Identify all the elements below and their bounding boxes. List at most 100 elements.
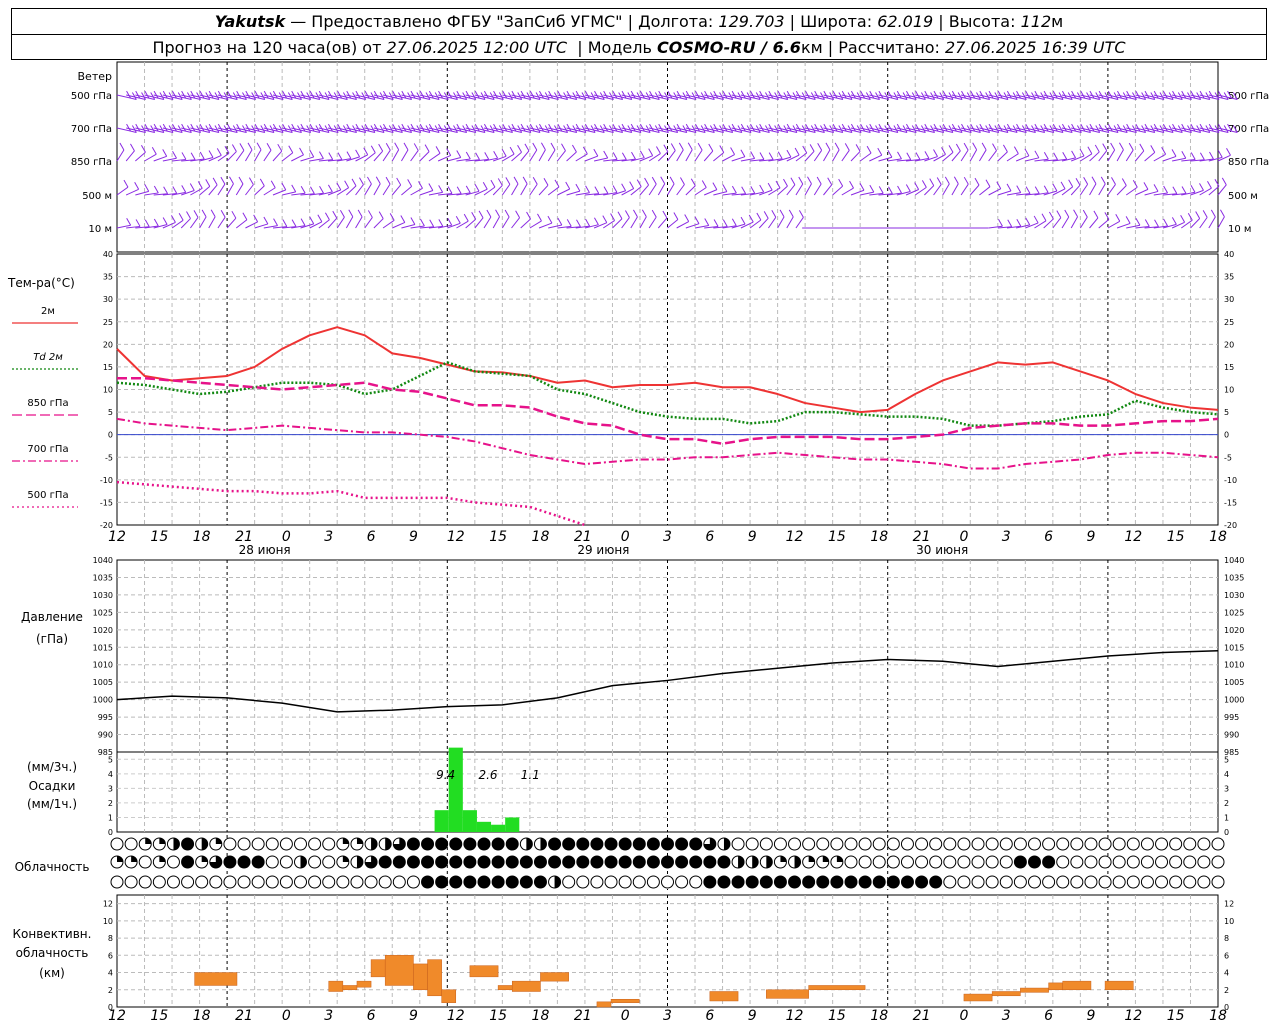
cloud-symbol-fill	[201, 856, 208, 862]
wind-barb-flag	[242, 92, 247, 100]
wind-barb	[566, 94, 587, 100]
wind-barb-flag	[774, 125, 780, 133]
wind-barb-flag	[337, 152, 343, 160]
wind-barb	[887, 127, 908, 133]
wind-barb-flag	[400, 215, 406, 223]
wind-barb-flag	[413, 143, 419, 151]
cloud-symbol	[689, 837, 703, 851]
wind-barb	[382, 94, 403, 100]
cloud-symbol	[1169, 855, 1183, 869]
wind-barb-flag	[731, 218, 737, 227]
cloud-symbol	[816, 875, 830, 889]
wind-barb-flag	[1016, 90, 1021, 99]
cloud-symbol	[985, 875, 999, 889]
wind-barb	[235, 183, 244, 196]
wind-barb	[896, 191, 911, 196]
cloud-symbol	[1126, 855, 1140, 869]
wind-barb	[813, 183, 822, 196]
wind-barb-flag	[1053, 152, 1059, 160]
wind-barb-flag	[309, 123, 315, 132]
cloud-symbol	[1126, 875, 1140, 889]
wind-barb-flag	[144, 123, 150, 132]
cloud-symbol	[590, 837, 604, 851]
x-hour-label-bottom: 12	[447, 1008, 465, 1024]
wind-barb	[135, 127, 155, 133]
wind-barb-flag	[1118, 142, 1124, 151]
wind-barb-flag	[897, 185, 902, 194]
cloud-symbol	[378, 855, 392, 869]
wind-barb	[1079, 183, 1089, 196]
wind-barb-flag	[236, 90, 242, 99]
cloud-symbol	[1126, 837, 1140, 851]
wind-barb-flag	[1007, 219, 1013, 227]
cloud-symbol	[1042, 837, 1056, 851]
wind-barb-flag	[135, 123, 141, 132]
wind-barb	[1181, 127, 1201, 133]
wind-barb	[1190, 159, 1205, 162]
wind-barb-flag	[453, 92, 458, 100]
wind-barb	[704, 226, 719, 229]
wind-barb	[190, 94, 210, 100]
wind-barb	[144, 153, 157, 162]
wind-barb-flag	[878, 90, 884, 99]
cloud-symbol-fill	[393, 838, 406, 850]
wind-barb	[272, 189, 286, 196]
wind-barb-flag	[612, 185, 618, 193]
wind-barb-flag	[190, 123, 196, 132]
cloud-symbol	[1056, 855, 1070, 869]
x-hour-label: 9	[1087, 529, 1096, 545]
wind-barb	[795, 94, 816, 100]
wind-barb-flag	[774, 92, 780, 100]
wind-barb-flag	[704, 123, 710, 132]
wind-barb	[428, 152, 441, 162]
wind-barb-flag	[981, 142, 987, 151]
wind-barb-flag	[277, 143, 283, 152]
cloud-symbol	[463, 855, 477, 869]
x-hour-label: 3	[1002, 529, 1011, 545]
x-hour-label: 21	[574, 529, 592, 545]
wind-barb-flag	[678, 142, 684, 151]
wind-barb-flag	[1205, 92, 1211, 100]
wind-barb	[566, 190, 581, 196]
wind-barb-flag	[260, 92, 266, 100]
wind-barb-flag	[998, 218, 1003, 227]
temp-y-tick-right: -20	[1224, 521, 1237, 530]
cloud-symbol-fill	[356, 838, 363, 844]
wind-barb-flag	[765, 92, 770, 100]
wind-barb	[630, 157, 645, 162]
wind-barb-flag	[1002, 144, 1008, 153]
wind-barb	[1052, 94, 1073, 100]
cloud-symbol	[1098, 875, 1112, 889]
temp-y-tick: 35	[103, 273, 113, 282]
x-hour-label: 21	[913, 529, 931, 545]
computed-time: 27.06.2025 16:39 UTC	[945, 38, 1126, 57]
wind-barb-flag	[972, 142, 978, 151]
cloud-symbol	[773, 875, 787, 889]
wind-barb-flag	[1094, 144, 1100, 153]
wind-barb-flag	[332, 210, 338, 219]
wind-barb-flag	[612, 123, 618, 132]
cloud-symbol	[1070, 855, 1084, 869]
pres-y-tick: 1015	[93, 643, 113, 652]
wind-barb	[805, 127, 825, 133]
temp-y-tick-right: 5	[1224, 408, 1229, 417]
wind-barb	[1080, 127, 1100, 133]
convective-bar	[1048, 982, 1063, 991]
x-hour-label: 15	[828, 529, 846, 545]
wind-barb-flag	[287, 92, 293, 100]
wind-barb-flag	[364, 123, 370, 132]
wind-barb-flag	[425, 125, 431, 133]
wind-barb-flag	[291, 219, 297, 227]
cloud-symbol	[703, 855, 717, 869]
pres-y-tick-right: 1020	[1224, 626, 1244, 635]
wind-barb-flag	[201, 209, 207, 218]
wind-barb-flag	[425, 92, 431, 100]
wind-barb-flag	[548, 90, 554, 99]
wind-barb-flag	[561, 143, 566, 151]
wind-barb-flag	[517, 92, 523, 100]
cloud-symbol	[421, 837, 435, 851]
wind-barb	[254, 149, 262, 162]
temp-y-tick-right: -10	[1224, 476, 1237, 485]
wind-barb-flag	[1172, 90, 1177, 99]
wind-level-label: 500 м	[82, 191, 112, 202]
